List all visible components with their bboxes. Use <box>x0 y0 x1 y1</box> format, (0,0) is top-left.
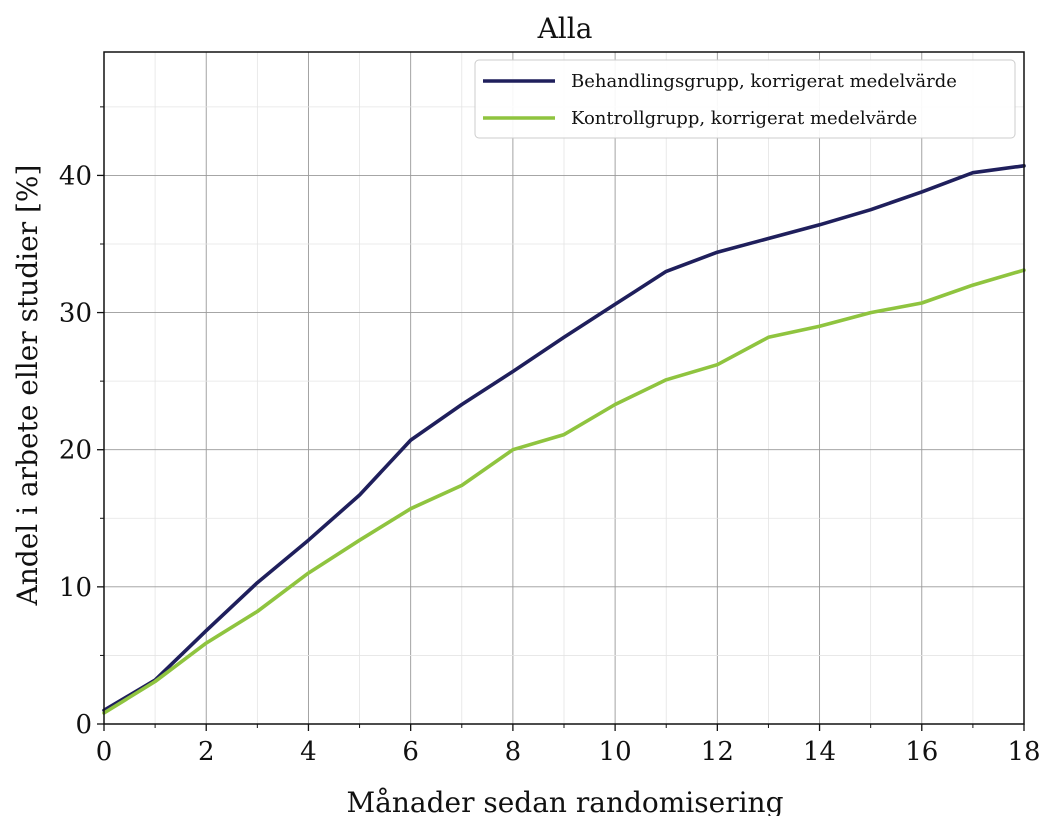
y-tick-label: 40 <box>59 161 92 191</box>
y-tick-label: 10 <box>59 573 92 603</box>
series-line-1 <box>102 164 1026 713</box>
grid <box>104 52 1024 724</box>
chart-title: Alla <box>537 12 593 45</box>
x-axis-label: Månader sedan randomisering <box>347 786 784 816</box>
y-axis-label: Andel i arbete eller studier [%] <box>11 165 44 607</box>
x-tick-label: 18 <box>1007 737 1040 767</box>
series-group <box>102 164 1026 715</box>
legend-label-1: Behandlingsgrupp, korrigerat medelvärde <box>571 71 957 92</box>
y-tick-label: 30 <box>59 299 92 329</box>
x-tick-label: 14 <box>803 737 836 767</box>
x-tick-label: 12 <box>701 737 734 767</box>
x-tick-label: 16 <box>905 737 938 767</box>
x-tick-label: 0 <box>96 737 113 767</box>
x-tick-label: 8 <box>505 737 522 767</box>
y-tick-label: 0 <box>75 710 92 740</box>
legend-box <box>474 59 1016 139</box>
x-tick-label: 2 <box>198 737 215 767</box>
legend: Behandlingsgrupp, korrigerat medelvärde K… <box>474 59 1016 139</box>
legend-label-2: Kontrollgrupp, korrigerat medelvärde <box>571 108 917 129</box>
ticks: 0 2 4 6 8 10 12 14 16 18 0 10 20 30 40 <box>59 106 1040 767</box>
series-line-2 <box>102 268 1026 715</box>
y-tick-label: 20 <box>59 436 92 466</box>
x-tick-label: 10 <box>599 737 632 767</box>
x-tick-label: 6 <box>402 737 419 767</box>
x-tick-label: 4 <box>300 737 317 767</box>
